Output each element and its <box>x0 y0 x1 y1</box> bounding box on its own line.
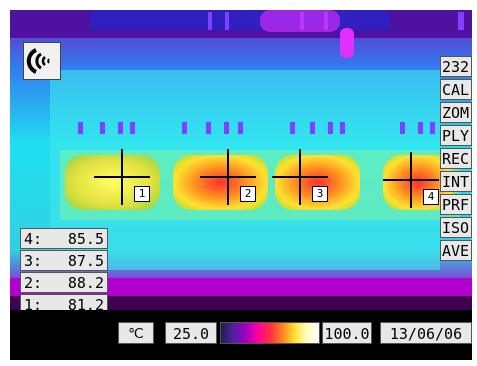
spot-reading-id: 3: <box>24 252 43 270</box>
spot-reading-3: 3: 87.5 <box>20 250 108 271</box>
menu-item-rec[interactable]: REC <box>440 148 472 169</box>
spot-marker-label: 3 <box>312 186 328 202</box>
sound-icon <box>26 48 50 74</box>
spot-reading-value: 85.5 <box>67 230 104 248</box>
spot-reading-1: 1: 81.2 <box>20 294 108 315</box>
spot-marker-4[interactable]: 4 <box>383 152 439 208</box>
spot-readings-panel: 4: 85.5 3: 87.5 2: 88.2 1: 81.2 <box>20 228 108 316</box>
thermal-image <box>10 10 472 310</box>
spot-marker-1[interactable]: 1 <box>94 149 150 205</box>
spot-reading-id: 1: <box>24 296 43 314</box>
spot-reading-id: 4: <box>24 230 43 248</box>
thermal-camera-screen: 232 CAL ZOM PLY REC INT PRF ISO AVE 1 2 … <box>10 10 472 360</box>
spot-reading-4: 4: 85.5 <box>20 228 108 249</box>
menu-item-ply[interactable]: PLY <box>440 125 472 146</box>
spot-marker-2[interactable]: 2 <box>200 149 256 205</box>
spot-marker-label: 4 <box>423 189 439 205</box>
date-display: 13/06/06 <box>380 322 472 344</box>
mode-menu: 232 CAL ZOM PLY REC INT PRF ISO AVE <box>440 56 472 263</box>
spot-marker-3[interactable]: 3 <box>272 149 328 205</box>
menu-item-zom[interactable]: ZOM <box>440 102 472 123</box>
crosshair-vertical <box>299 149 301 205</box>
menu-item-cal[interactable]: CAL <box>440 79 472 100</box>
spot-marker-label: 1 <box>134 186 150 202</box>
color-scale-bar <box>220 322 320 344</box>
spot-reading-value: 87.5 <box>67 252 104 270</box>
sound-toggle-button[interactable] <box>23 42 61 80</box>
crosshair-vertical <box>227 149 229 205</box>
menu-item-iso[interactable]: ISO <box>440 217 472 238</box>
status-bar: ℃ 25.0 100.0 13/06/06 <box>10 310 472 360</box>
scale-min-value: 25.0 <box>165 322 217 344</box>
menu-item-int[interactable]: INT <box>440 171 472 192</box>
menu-item-prf[interactable]: PRF <box>440 194 472 215</box>
spot-reading-value: 88.2 <box>67 274 104 292</box>
spot-reading-2: 2: 88.2 <box>20 272 108 293</box>
spot-reading-id: 2: <box>24 274 43 292</box>
menu-item-232[interactable]: 232 <box>440 56 472 77</box>
spot-reading-value: 81.2 <box>67 296 104 314</box>
spot-marker-label: 2 <box>240 186 256 202</box>
crosshair-vertical <box>121 149 123 205</box>
temperature-unit[interactable]: ℃ <box>118 322 154 344</box>
crosshair-vertical <box>410 152 412 208</box>
menu-item-ave[interactable]: AVE <box>440 240 472 261</box>
scale-max-value: 100.0 <box>322 322 372 344</box>
